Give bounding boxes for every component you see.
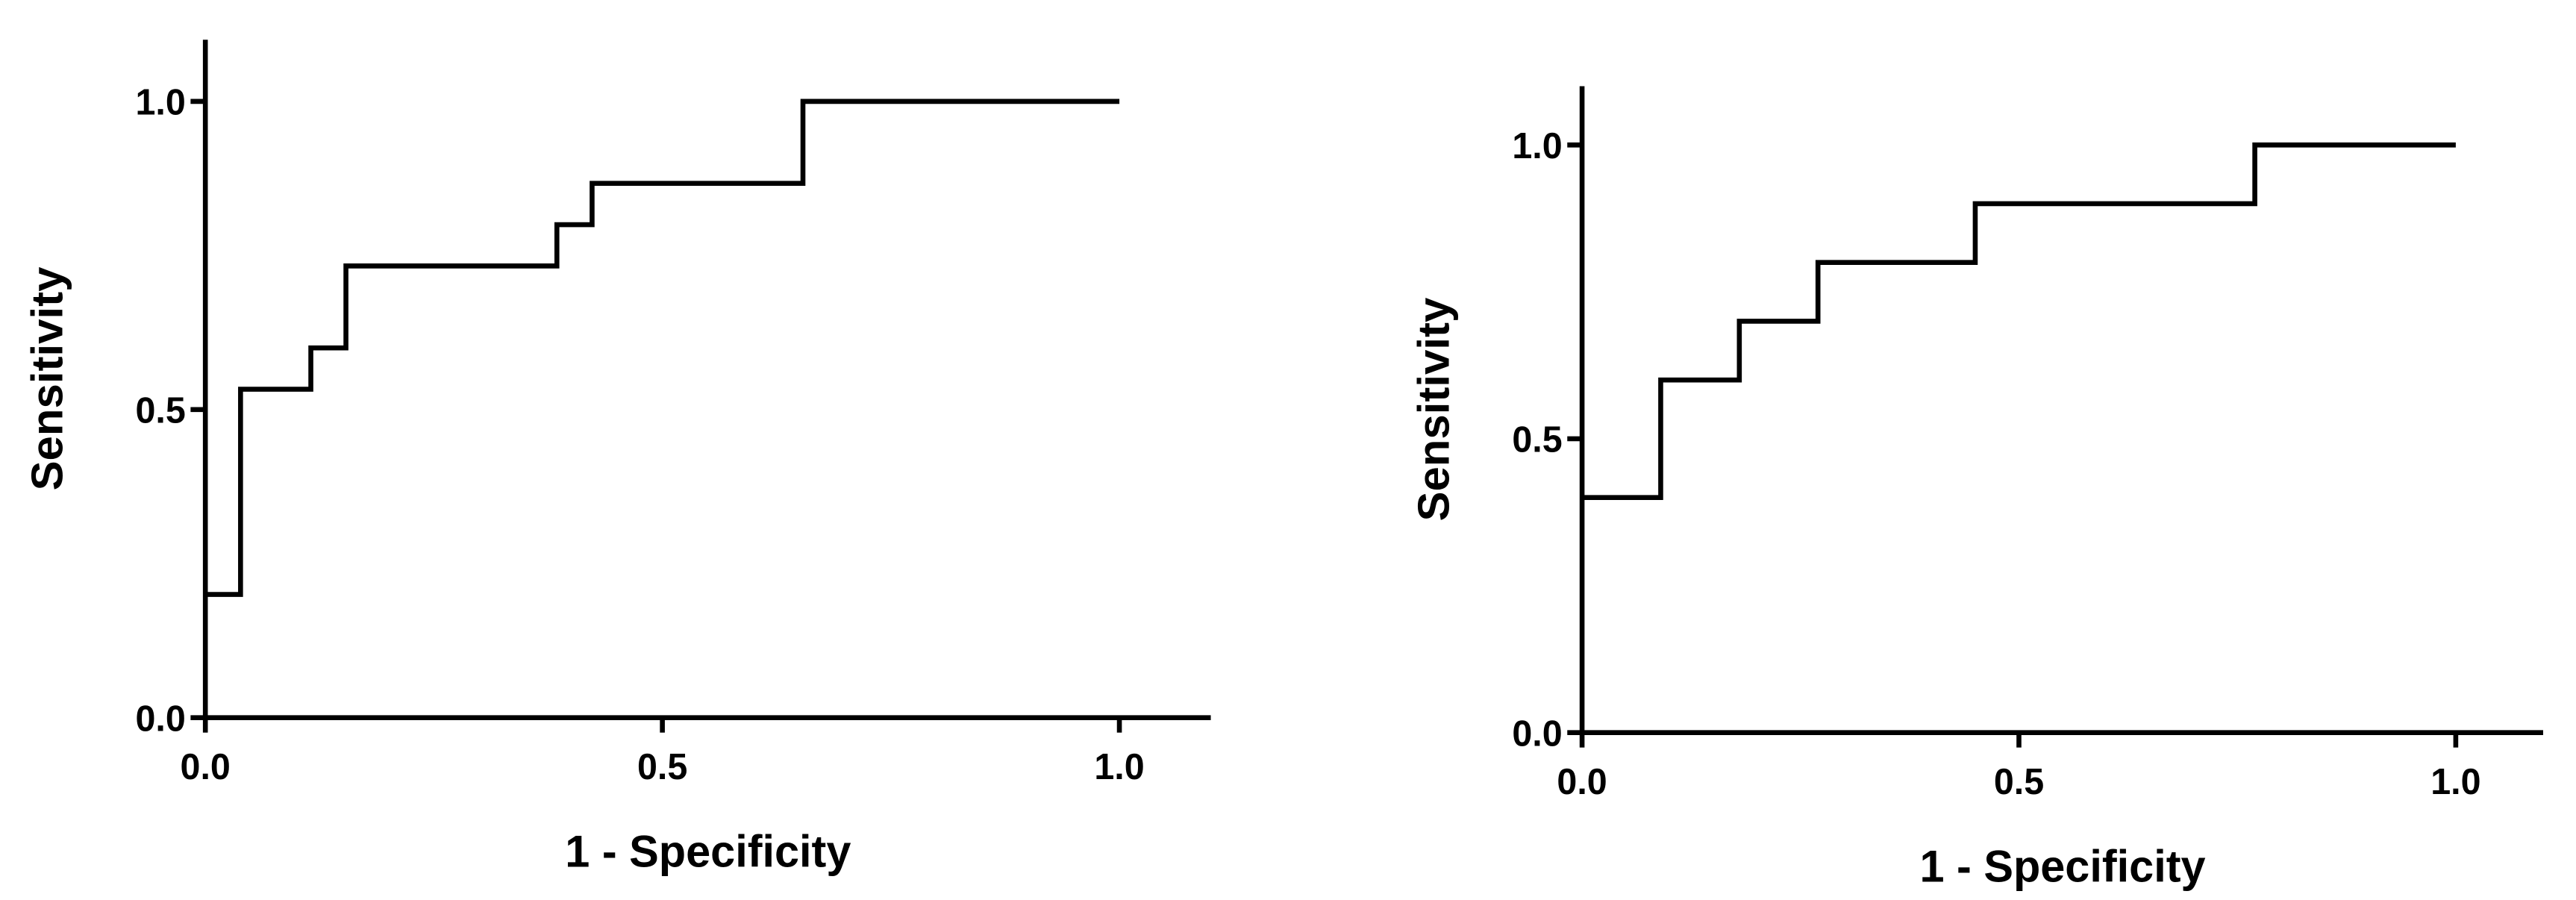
x-tick-label: 0.5 — [1994, 762, 2044, 802]
x-tick-label: 0.0 — [1557, 762, 1607, 802]
roc-line — [205, 99, 1120, 597]
x-tick-label: 1.0 — [1094, 747, 1144, 787]
x-axis-title: 1 - Specificity — [565, 826, 851, 876]
y-tick-label: 0.0 — [135, 699, 185, 739]
y-axis-title: Sensitivity — [22, 267, 72, 491]
y-tick-label: 0.0 — [1512, 713, 1562, 754]
roc-line — [1582, 142, 2456, 501]
y-axis-title: Sensitivity — [1409, 298, 1459, 522]
y-tick-label: 1.0 — [1512, 126, 1562, 166]
y-tick-label: 1.0 — [135, 82, 185, 122]
x-tick-label: 0.5 — [637, 747, 687, 787]
y-tick-label: 0.5 — [135, 390, 185, 431]
x-tick-label: 1.0 — [2430, 762, 2480, 802]
y-tick-label: 0.5 — [1512, 420, 1562, 460]
x-tick-label: 0.0 — [181, 747, 231, 787]
x-axis-title: 1 - Specificity — [1919, 841, 2205, 891]
